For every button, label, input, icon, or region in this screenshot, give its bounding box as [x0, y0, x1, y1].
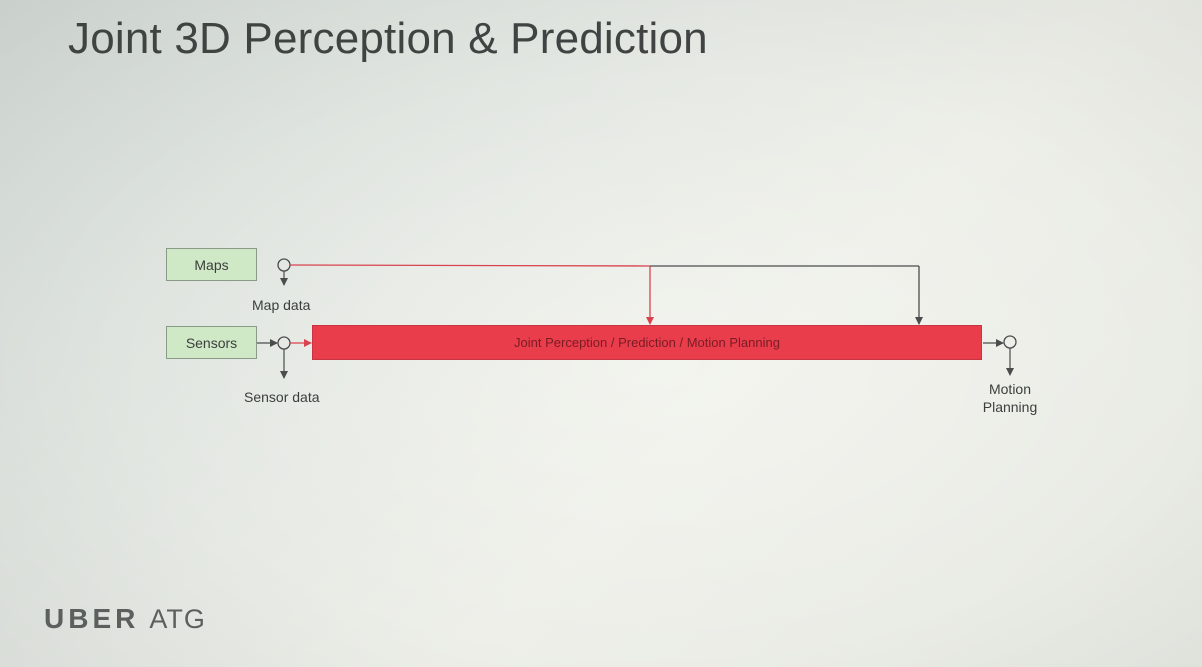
motion-planning-port: [1003, 335, 1017, 376]
maps-box: Maps: [166, 248, 257, 281]
map-data-port: [277, 258, 291, 286]
joint-process-label: Joint Perception / Prediction / Motion P…: [514, 335, 780, 350]
logo-division: ATG: [149, 604, 206, 634]
motion-planning-label-line2: Planning: [982, 399, 1038, 415]
logo-brand: UBER: [44, 603, 140, 634]
motion-planning-label: Motion Planning: [970, 380, 1050, 416]
map-data-label: Map data: [252, 297, 311, 313]
sensor-data-label: Sensor data: [244, 389, 320, 405]
map-to-planning-wire: [650, 265, 923, 325]
sensors-box: Sensors: [166, 326, 257, 359]
slide-title: Joint 3D Perception & Prediction: [68, 14, 708, 63]
sensor-data-port: [277, 336, 291, 379]
motion-planning-label-line1: Motion: [988, 381, 1032, 397]
uber-atg-logo: UBER ATG: [44, 603, 206, 635]
map-to-process-wire: [289, 264, 654, 325]
joint-process-bar: Joint Perception / Prediction / Motion P…: [312, 325, 982, 360]
